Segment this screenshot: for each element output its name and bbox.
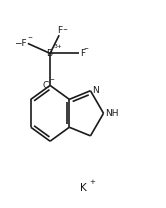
Text: B: B <box>47 49 53 58</box>
Text: −F: −F <box>14 39 27 48</box>
Text: −: − <box>84 45 89 50</box>
Text: N: N <box>91 86 98 95</box>
Text: NH: NH <box>103 109 116 118</box>
Text: 3+: 3+ <box>54 44 62 49</box>
Text: F: F <box>80 49 85 58</box>
Text: +: + <box>89 179 95 184</box>
Text: F: F <box>57 26 62 35</box>
Text: −: − <box>63 26 68 31</box>
Text: −: − <box>49 77 54 82</box>
Text: C: C <box>43 81 49 90</box>
Text: −: − <box>28 35 32 40</box>
Text: C: C <box>43 81 49 90</box>
Text: B: B <box>46 49 52 58</box>
Text: NH: NH <box>106 109 119 118</box>
Text: K: K <box>80 183 86 193</box>
Text: N: N <box>92 86 99 95</box>
